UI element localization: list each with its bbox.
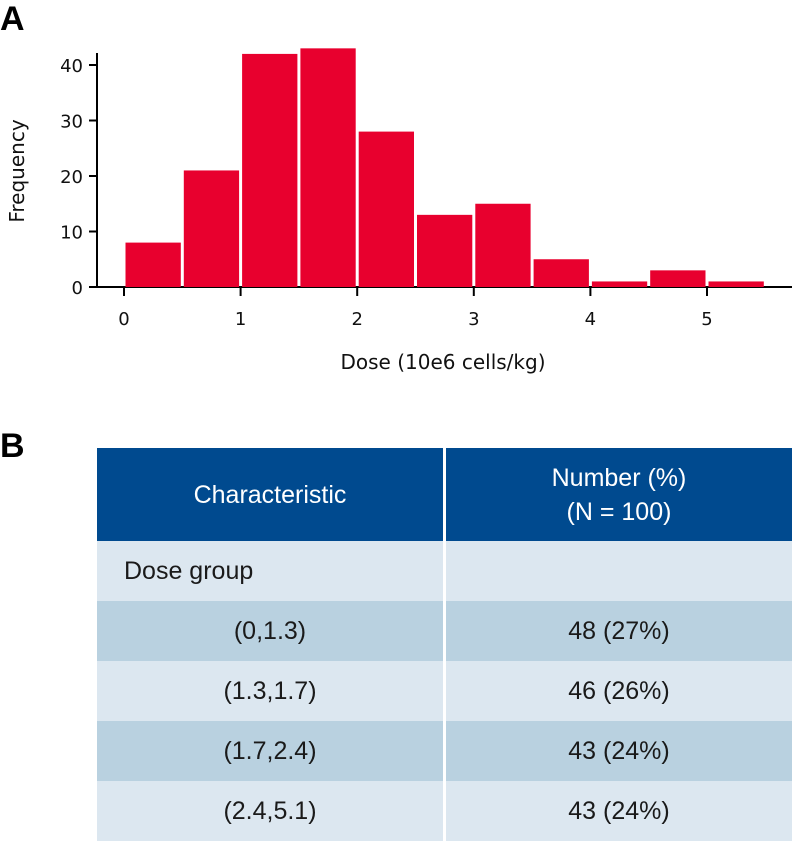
- table-row: (2.4,5.1) 43 (24%): [97, 781, 792, 841]
- histogram-chart: 0 10 20 30 40 0 1 2 3 4 5 Frequency Dose (10e6 ce…: [5, 48, 792, 374]
- count-cell: 48 (27%): [444, 601, 792, 661]
- table-row: (1.3,1.7) 46 (26%): [97, 661, 792, 721]
- y-axis: 0 10 20 30 40: [60, 53, 98, 299]
- dose-range-cell: (1.3,1.7): [97, 661, 446, 721]
- header-characteristic: Characteristic: [97, 448, 446, 541]
- panel-b-label: B: [0, 427, 25, 465]
- header-number-line2: (N = 100): [566, 497, 672, 526]
- dose-group-empty-cell: [444, 541, 792, 601]
- y-tick-label: 20: [60, 167, 83, 188]
- bars: [125, 48, 764, 288]
- x-tick-label: 2: [351, 309, 362, 330]
- dose-range-cell: (2.4,5.1): [97, 781, 446, 841]
- histogram-bar: [358, 131, 414, 287]
- table-row-group: Dose group: [97, 541, 792, 601]
- header-number: Number (%) (N = 100): [444, 448, 792, 541]
- histogram-bar: [300, 48, 356, 287]
- x-tick-label: 3: [468, 309, 479, 330]
- x-axis-title: Dose (10e6 cells/kg): [340, 350, 545, 374]
- dose-group-table: Characteristic Number (%) (N = 100) Dose…: [97, 448, 792, 841]
- y-tick-label: 0: [72, 278, 83, 299]
- histogram-bar: [125, 242, 181, 287]
- histogram-bar: [242, 53, 298, 288]
- count-cell: 43 (24%): [444, 721, 792, 781]
- dose-range-cell: (0,1.3): [97, 601, 446, 661]
- y-tick-label: 40: [60, 56, 83, 77]
- histogram-bar: [475, 203, 531, 287]
- x-tick-label: 1: [235, 309, 246, 330]
- y-tick-label: 10: [60, 223, 83, 244]
- histogram-bar: [708, 281, 764, 287]
- count-cell: 46 (26%): [444, 661, 792, 721]
- panel-a-label: A: [0, 0, 25, 38]
- table-row: (1.7,2.4) 43 (24%): [97, 721, 792, 781]
- count-cell: 43 (24%): [444, 781, 792, 841]
- y-tick-label: 30: [60, 112, 83, 133]
- y-axis-title: Frequency: [5, 119, 29, 222]
- header-number-line1: Number (%): [551, 463, 687, 492]
- dose-range-cell: (1.7,2.4): [97, 721, 446, 781]
- histogram-bar: [650, 270, 706, 287]
- x-axis: 0 1 2 3 4 5: [97, 286, 792, 330]
- histogram-bar: [183, 170, 240, 287]
- table-header-row: Characteristic Number (%) (N = 100): [97, 448, 792, 541]
- x-tick-label: 4: [585, 309, 596, 330]
- histogram-bar: [533, 259, 589, 287]
- x-tick-label: 0: [118, 309, 129, 330]
- histogram-bar: [591, 281, 648, 287]
- x-tick-label: 5: [701, 309, 712, 330]
- table-row: (0,1.3) 48 (27%): [97, 601, 792, 661]
- histogram-bar: [417, 214, 473, 287]
- dose-group-label: Dose group: [97, 541, 446, 601]
